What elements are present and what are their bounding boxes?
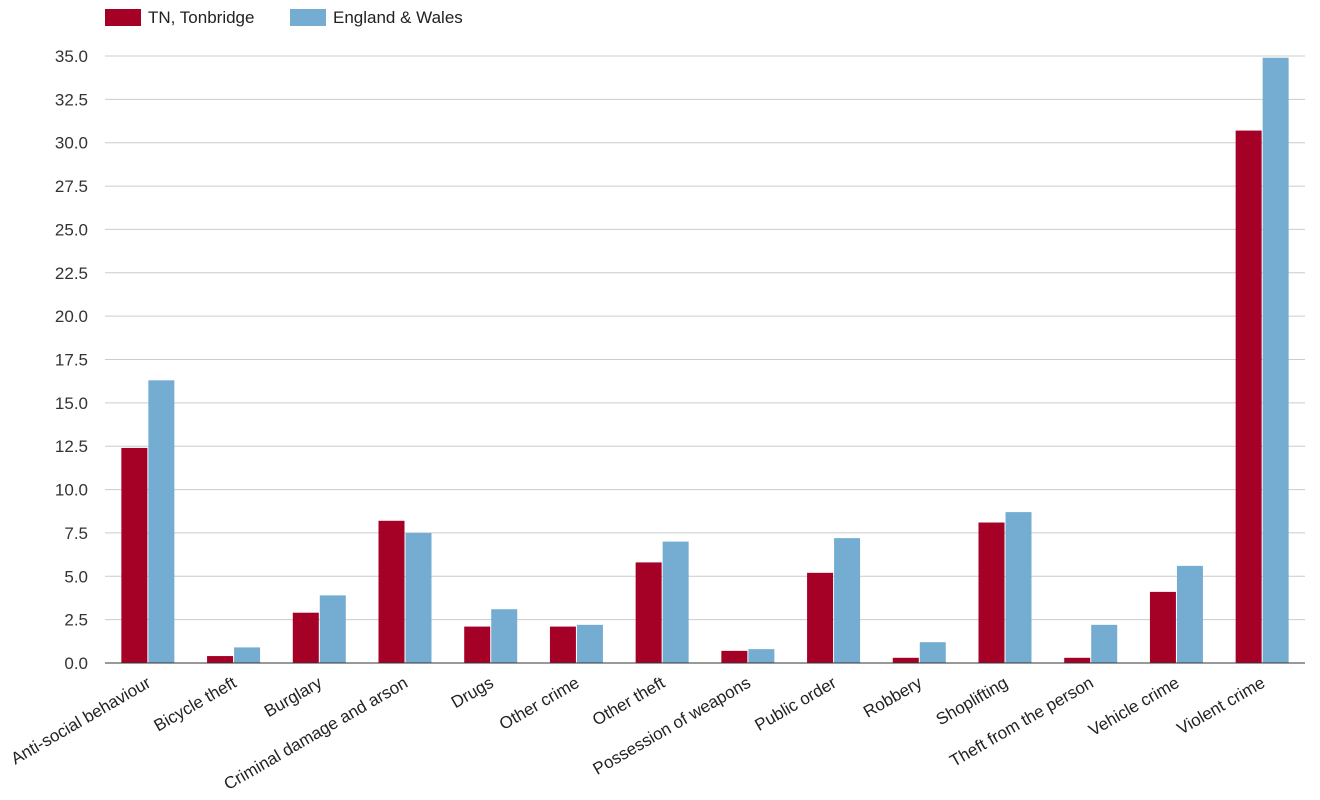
gridlines (105, 55, 1305, 621)
bar-possession-of-weapons-tn-tonbridge[interactable] (721, 650, 748, 663)
x-tick-label: Shoplifting (933, 673, 1011, 729)
y-axis: 0.0 2.5 5.0 7.5 10.0 12.5 15.0 17.5 20.0 22.5 25.0… (55, 47, 88, 673)
legend-item-england-wales[interactable]: England & Wales (290, 8, 463, 27)
x-tick-label: Bicycle theft (151, 673, 240, 735)
y-tick-label: 22.5 (55, 264, 88, 283)
bar-drugs-england-and-wales[interactable] (491, 609, 518, 663)
bar-criminal-damage-and-arson-tn-tonbridge[interactable] (378, 520, 405, 663)
legend-label-tonbridge: TN, Tonbridge (148, 8, 254, 27)
y-tick-label: 0.0 (64, 654, 88, 673)
bar-other-crime-england-and-wales[interactable] (576, 624, 603, 663)
legend-swatch-england-wales (290, 9, 326, 26)
bar-violent-crime-tn-tonbridge[interactable] (1235, 130, 1262, 663)
bar-other-theft-england-and-wales[interactable] (662, 541, 689, 663)
bar-bicycle-theft-england-and-wales[interactable] (234, 647, 261, 663)
bar-violent-crime-england-and-wales[interactable] (1262, 57, 1289, 663)
y-tick-label: 25.0 (55, 220, 88, 239)
bar-public-order-tn-tonbridge[interactable] (807, 572, 834, 663)
bar-drugs-tn-tonbridge[interactable] (464, 626, 491, 663)
x-tick-label: Anti-social behaviour (8, 673, 154, 769)
y-tick-label: 7.5 (64, 524, 88, 543)
bar-theft-from-the-person-england-and-wales[interactable] (1091, 624, 1118, 663)
bar-theft-from-the-person-tn-tonbridge[interactable] (1064, 657, 1091, 663)
legend: TN, Tonbridge England & Wales (105, 8, 463, 27)
y-tick-label: 12.5 (55, 437, 88, 456)
bar-other-theft-tn-tonbridge[interactable] (635, 562, 662, 663)
y-tick-label: 17.5 (55, 351, 88, 370)
bar-burglary-england-and-wales[interactable] (319, 595, 346, 663)
y-tick-label: 27.5 (55, 177, 88, 196)
bar-anti-social-behaviour-tn-tonbridge[interactable] (121, 447, 148, 663)
x-tick-label: Theft from the person (946, 673, 1096, 771)
y-tick-label: 15.0 (55, 394, 88, 413)
y-tick-label: 32.5 (55, 90, 88, 109)
y-tick-label: 10.0 (55, 481, 88, 500)
bar-shoplifting-england-and-wales[interactable] (1005, 512, 1032, 663)
x-tick-label: Burglary (261, 673, 326, 721)
x-tick-label: Other crime (496, 673, 582, 734)
bar-public-order-england-and-wales[interactable] (834, 538, 861, 663)
x-tick-label: Public order (752, 673, 840, 735)
x-tick-label: Possession of weapons (590, 673, 754, 779)
legend-item-tonbridge[interactable]: TN, Tonbridge (105, 8, 254, 27)
bar-criminal-damage-and-arson-england-and-wales[interactable] (405, 532, 432, 663)
y-tick-label: 20.0 (55, 307, 88, 326)
y-tick-label: 30.0 (55, 134, 88, 153)
bar-other-crime-tn-tonbridge[interactable] (549, 626, 576, 663)
bar-robbery-england-and-wales[interactable] (919, 642, 946, 663)
x-tick-label: Robbery (860, 673, 926, 722)
x-tick-label: Vehicle crime (1085, 673, 1182, 740)
bar-bicycle-theft-tn-tonbridge[interactable] (207, 656, 234, 663)
x-tick-label: Other theft (589, 673, 668, 730)
x-tick-label: Violent crime (1174, 673, 1268, 738)
bar-shoplifting-tn-tonbridge[interactable] (978, 522, 1005, 663)
bar-anti-social-behaviour-england-and-wales[interactable] (148, 380, 175, 663)
bar-vehicle-crime-england-and-wales[interactable] (1176, 565, 1203, 663)
bar-vehicle-crime-tn-tonbridge[interactable] (1149, 591, 1176, 663)
x-tick-label: Drugs (448, 673, 497, 712)
y-tick-label: 35.0 (55, 47, 88, 66)
bar-burglary-tn-tonbridge[interactable] (292, 612, 319, 663)
bars (121, 57, 1289, 663)
y-tick-label: 2.5 (64, 611, 88, 630)
legend-swatch-tonbridge (105, 9, 141, 26)
legend-label-england-wales: England & Wales (333, 8, 463, 27)
y-tick-label: 5.0 (64, 567, 88, 586)
bar-possession-of-weapons-england-and-wales[interactable] (748, 649, 775, 663)
bar-robbery-tn-tonbridge[interactable] (892, 657, 919, 663)
